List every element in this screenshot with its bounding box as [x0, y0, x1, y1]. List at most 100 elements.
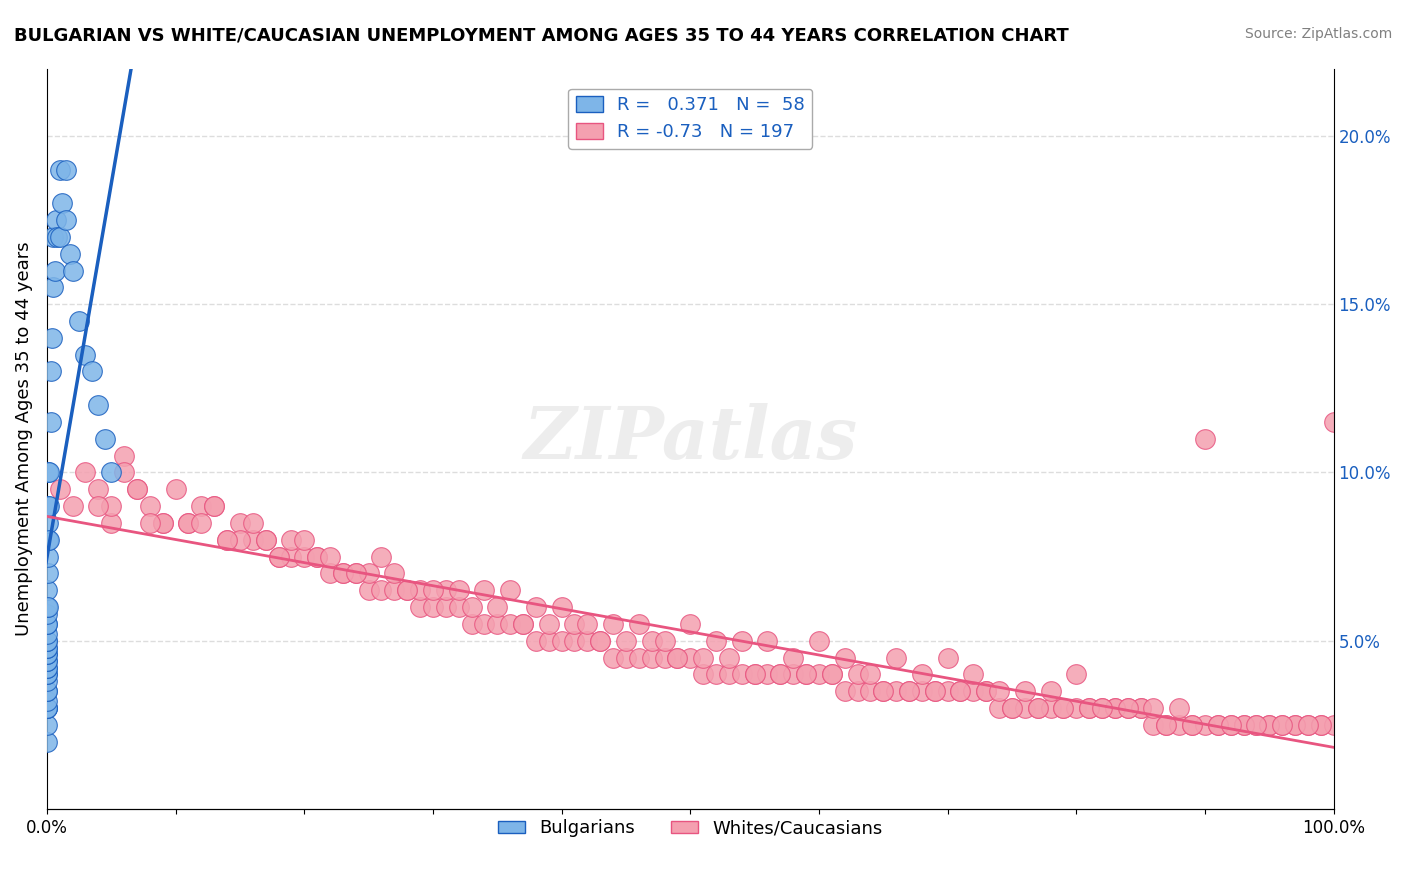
Legend: Bulgarians, Whites/Caucasians: Bulgarians, Whites/Caucasians: [491, 812, 890, 845]
Point: [139, 499, 162, 513]
Point: [100, 516, 122, 530]
Point: [35, 718, 58, 732]
Point: [422, 600, 444, 615]
Point: [486, 600, 509, 615]
Point: [100, 499, 122, 513]
Point: [499, 583, 522, 598]
Point: [499, 617, 522, 632]
Point: [280, 533, 302, 547]
Point: [44, 263, 66, 277]
Point: [550, 633, 572, 648]
Point: [42, 280, 65, 294]
Point: [1104, 701, 1126, 715]
Point: [35, 667, 58, 681]
Point: [846, 684, 869, 698]
Point: [409, 600, 432, 615]
Point: [846, 667, 869, 681]
Point: [215, 533, 238, 547]
Point: [35, 640, 58, 655]
Point: [744, 667, 766, 681]
Point: [344, 566, 367, 581]
Point: [319, 549, 342, 564]
Point: [35, 647, 58, 661]
Point: [190, 499, 212, 513]
Point: [1296, 718, 1319, 732]
Point: [1026, 701, 1049, 715]
Point: [35, 647, 58, 661]
Point: [229, 533, 252, 547]
Point: [125, 483, 148, 497]
Point: [1258, 718, 1281, 732]
Point: [37, 549, 59, 564]
Point: [602, 617, 624, 632]
Point: [49, 230, 72, 244]
Point: [112, 466, 135, 480]
Point: [370, 583, 392, 598]
Point: [654, 650, 676, 665]
Point: [524, 600, 547, 615]
Point: [35, 654, 58, 668]
Point: [1156, 718, 1178, 732]
Point: [177, 516, 200, 530]
Point: [447, 583, 470, 598]
Point: [1014, 701, 1036, 715]
Point: [35, 701, 58, 715]
Point: [152, 516, 174, 530]
Point: [35, 701, 58, 715]
Point: [55, 213, 77, 227]
Point: [1078, 701, 1101, 715]
Point: [859, 667, 882, 681]
Point: [898, 684, 921, 698]
Point: [434, 583, 457, 598]
Point: [602, 650, 624, 665]
Point: [614, 633, 637, 648]
Point: [80, 364, 103, 378]
Point: [292, 549, 315, 564]
Point: [35, 583, 58, 598]
Point: [988, 701, 1011, 715]
Point: [35, 640, 58, 655]
Point: [1181, 718, 1204, 732]
Point: [576, 633, 599, 648]
Point: [87, 499, 110, 513]
Point: [177, 516, 200, 530]
Point: [1116, 701, 1139, 715]
Point: [319, 566, 342, 581]
Point: [872, 684, 894, 698]
Point: [512, 617, 534, 632]
Point: [1026, 701, 1049, 715]
Point: [524, 633, 547, 648]
Point: [589, 633, 612, 648]
Point: [1168, 718, 1191, 732]
Point: [666, 650, 689, 665]
Point: [821, 667, 844, 681]
Y-axis label: Unemployment Among Ages 35 to 44 years: Unemployment Among Ages 35 to 44 years: [15, 242, 32, 636]
Point: [782, 650, 804, 665]
Point: [1323, 718, 1346, 732]
Point: [924, 684, 946, 698]
Point: [37, 499, 59, 513]
Point: [35, 627, 58, 641]
Point: [35, 694, 58, 708]
Point: [382, 583, 405, 598]
Point: [67, 314, 90, 328]
Point: [537, 633, 560, 648]
Point: [807, 667, 830, 681]
Point: [859, 684, 882, 698]
Point: [704, 667, 727, 681]
Point: [35, 633, 58, 648]
Point: [807, 633, 830, 648]
Point: [1039, 701, 1062, 715]
Point: [1064, 701, 1087, 715]
Point: [782, 667, 804, 681]
Point: [49, 483, 72, 497]
Point: [550, 600, 572, 615]
Point: [35, 661, 58, 675]
Point: [1104, 701, 1126, 715]
Point: [35, 674, 58, 689]
Point: [38, 466, 60, 480]
Point: [396, 583, 419, 598]
Point: [35, 600, 58, 615]
Point: [717, 650, 740, 665]
Point: [884, 650, 907, 665]
